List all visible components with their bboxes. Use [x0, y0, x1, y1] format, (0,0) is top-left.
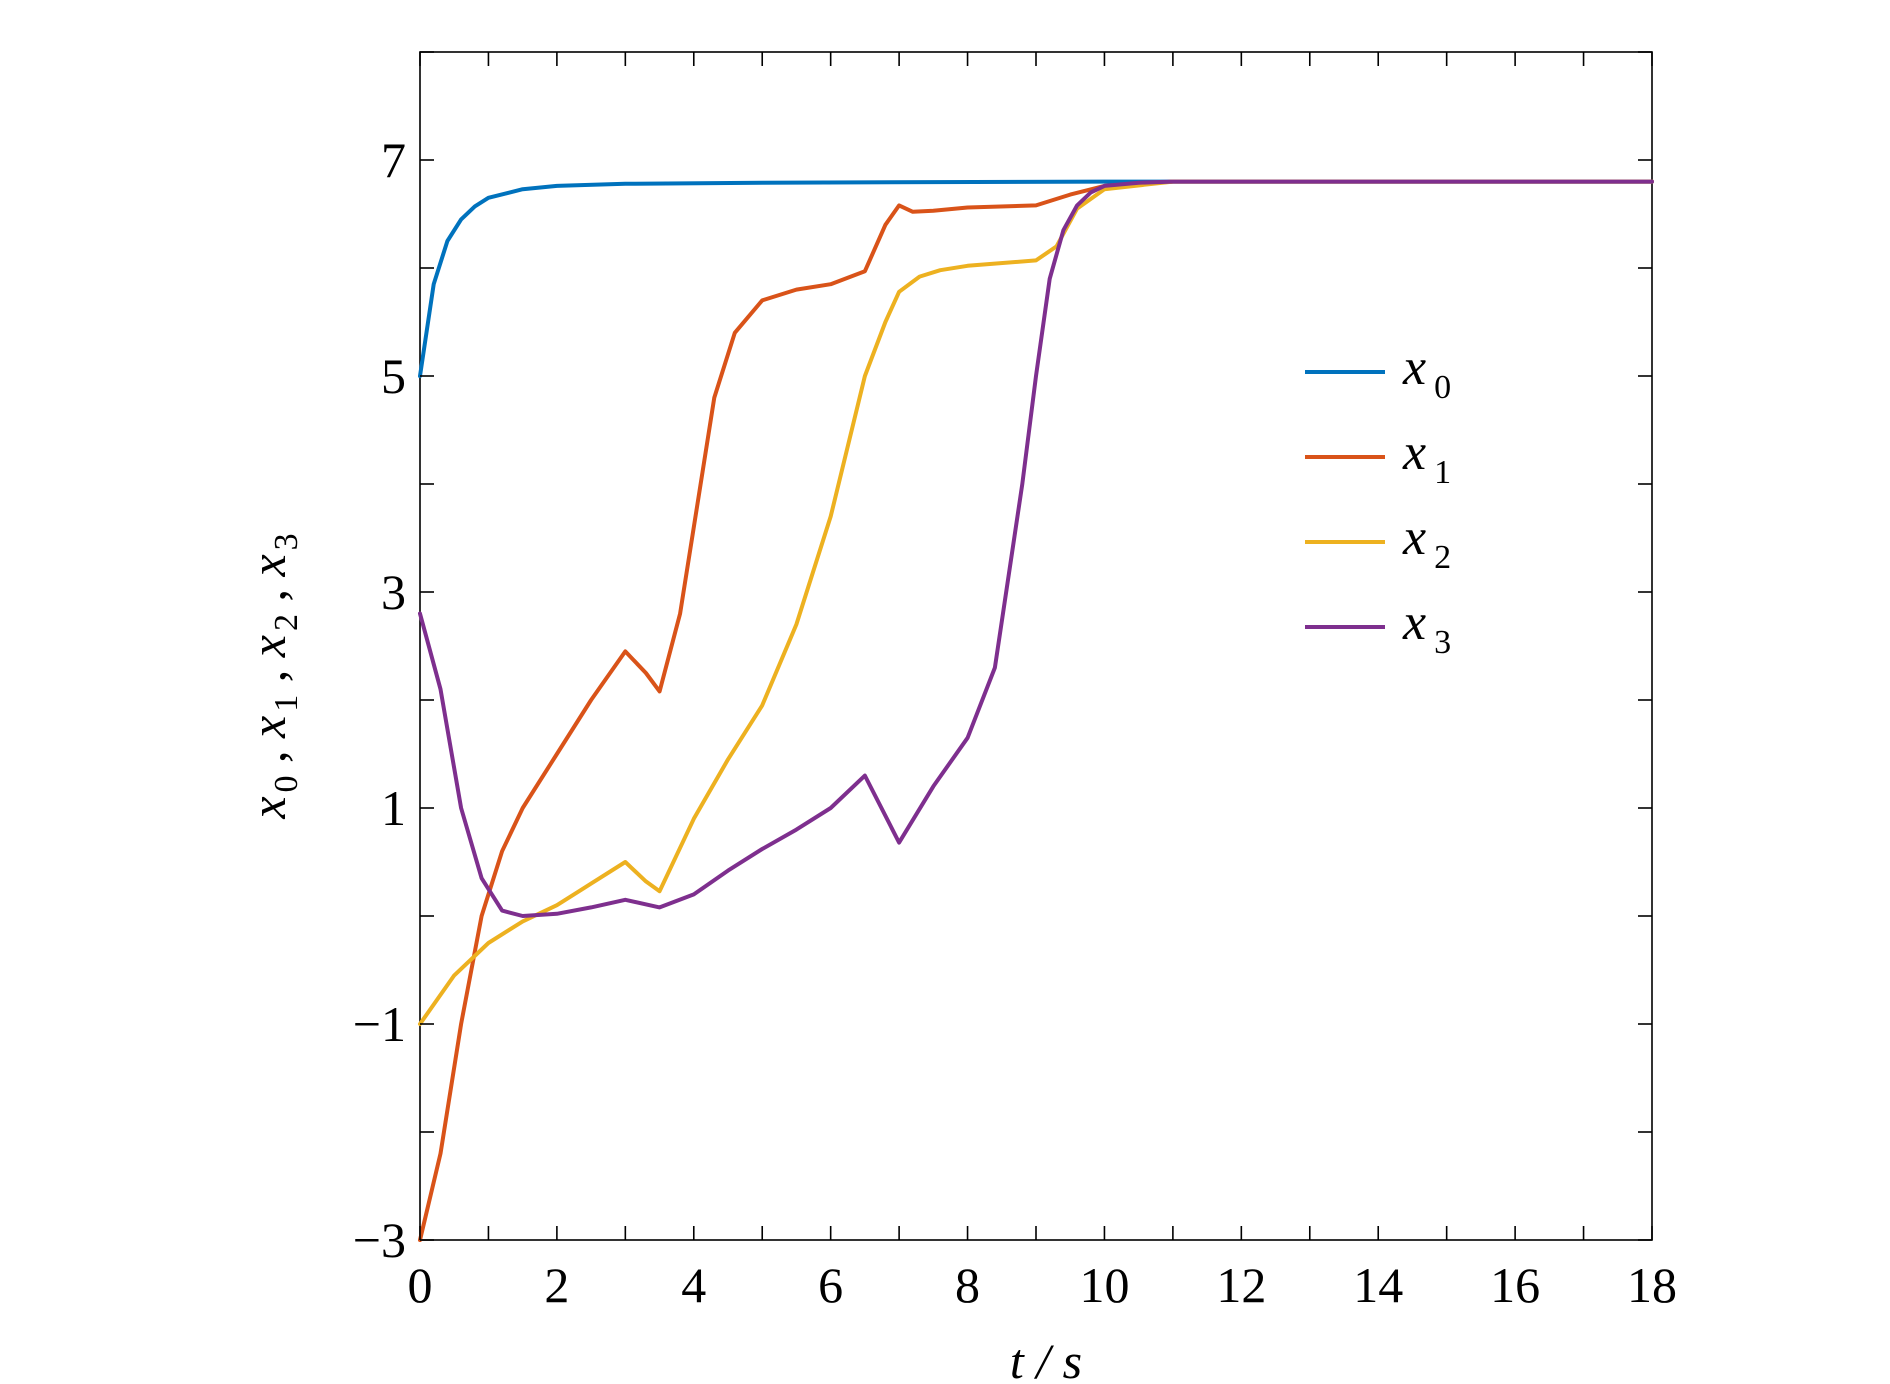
x-tick-label: 8	[955, 1257, 980, 1313]
x-tick-label: 18	[1627, 1257, 1677, 1313]
y-tick-label: −1	[353, 996, 406, 1052]
y-axis-title-text: x0 , x1 , x2 , x3	[240, 533, 305, 819]
y-tick-label: 1	[381, 780, 406, 836]
y-tick-label: −3	[353, 1212, 406, 1268]
y-tick-label: 5	[381, 348, 406, 404]
y-tick-label: 7	[381, 132, 406, 188]
series-line-x0	[418, 179, 1654, 378]
plot-area	[419, 51, 1653, 1241]
x-tick-label: 14	[1353, 1257, 1403, 1313]
x-tick-label: 6	[818, 1257, 843, 1313]
x-tick-label: 16	[1490, 1257, 1540, 1313]
y-axis-title: x0 , x1 , x2 , x3	[240, 533, 305, 819]
x-tick-label: 4	[681, 1257, 706, 1313]
x-axis-title: t / s	[1010, 1333, 1082, 1384]
x-tick-label: 2	[544, 1257, 569, 1313]
y-tick-label: 3	[381, 564, 406, 620]
series-line-x1	[418, 179, 1654, 1242]
legend: x 0 x 1 x 2 x 3	[1305, 339, 1451, 661]
x-tick-label: 10	[1079, 1257, 1129, 1313]
series-layer	[418, 179, 1654, 1242]
x-tick-label: 12	[1216, 1257, 1266, 1313]
plot-frame	[419, 51, 1653, 1241]
x-tick-label: 0	[408, 1257, 433, 1313]
ticks-layer: 0 2 4 6 8 10 12 14 16 18 −3 −1 1 3 5 7	[353, 51, 1677, 1313]
series-line-x3	[418, 179, 1654, 918]
series-line-x2	[418, 179, 1654, 1026]
